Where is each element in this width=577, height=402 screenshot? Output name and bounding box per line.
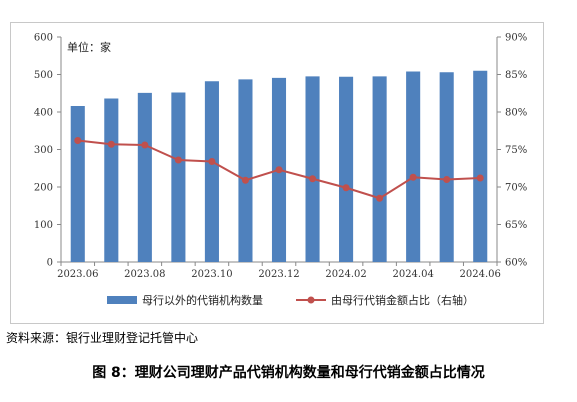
line-point [342,184,350,192]
right-tick-label: 75% [505,145,527,156]
line-point [409,173,417,181]
left-tick-label: 300 [34,145,53,156]
bar [137,92,152,262]
chart-frame [10,22,544,324]
source-note: 资料来源：银行业理财登记托管中心 [6,331,199,345]
unit-label: 单位：家 [67,40,111,54]
legend: 母行以外的代销机构数量 由母行代销金额占比（右轴） [107,293,474,307]
left-tick-label: 600 [34,33,53,44]
line-point [141,141,149,149]
bar-series [70,70,488,262]
chart: 单位：家 0 100 200 300 400 500 600 60% 65% 70% 75% 80%… [34,33,527,308]
bar [204,81,219,262]
right-tick-label: 70% [505,183,527,194]
left-tick-label: 400 [34,108,53,119]
x-tick-label: 2023.12 [258,269,299,280]
right-tick-label: 85% [505,70,527,81]
line-point [476,174,484,182]
line-point [443,176,451,183]
bar [439,72,454,262]
right-tick-label: 90% [505,33,527,44]
right-tick-label: 65% [505,220,527,231]
right-axis-ticks: 60% 65% 70% 75% 80% 85% 90% [497,33,527,269]
x-tick-label: 2024.02 [325,269,366,280]
bar [171,92,186,262]
legend-line-label: 由母行代销金额占比（右轴） [331,293,474,307]
x-axis-ticks: 2023.06 2023.08 2023.10 2023.12 2024.02 2024.… [57,262,501,280]
x-tick-label: 2024.06 [460,269,501,280]
bar [238,79,253,262]
left-tick-label: 100 [34,220,53,231]
bar [305,76,320,262]
line-series [74,137,484,202]
bar [406,71,421,262]
line-point [107,140,115,148]
x-tick-label: 2023.06 [57,269,98,280]
x-tick-label: 2024.04 [392,269,433,280]
x-tick-label: 2023.08 [124,269,165,280]
legend-bar-label: 母行以外的代销机构数量 [142,293,263,307]
figure-caption: 图 8：理财公司理财产品代销机构数量和母行代销金额占比情况 [92,365,485,381]
right-tick-label: 80% [505,108,527,119]
right-tick-label: 60% [505,258,527,269]
line-point [376,194,384,202]
line-point [309,175,317,183]
line-point [74,137,82,144]
bar [339,76,354,262]
bar [372,76,387,262]
left-tick-label: 500 [34,70,53,81]
bar [104,98,119,262]
line-point [275,166,283,174]
legend-line-marker [307,296,315,304]
bar [70,106,85,262]
bar [473,70,488,262]
line-point [241,176,249,184]
legend-bar-swatch [107,296,137,304]
left-tick-label: 200 [34,183,53,194]
line-point [208,158,216,165]
x-tick-label: 2023.10 [191,269,232,280]
left-axis-ticks: 0 100 200 300 400 500 600 [34,33,61,269]
line-point [174,156,182,164]
left-tick-label: 0 [47,258,53,269]
